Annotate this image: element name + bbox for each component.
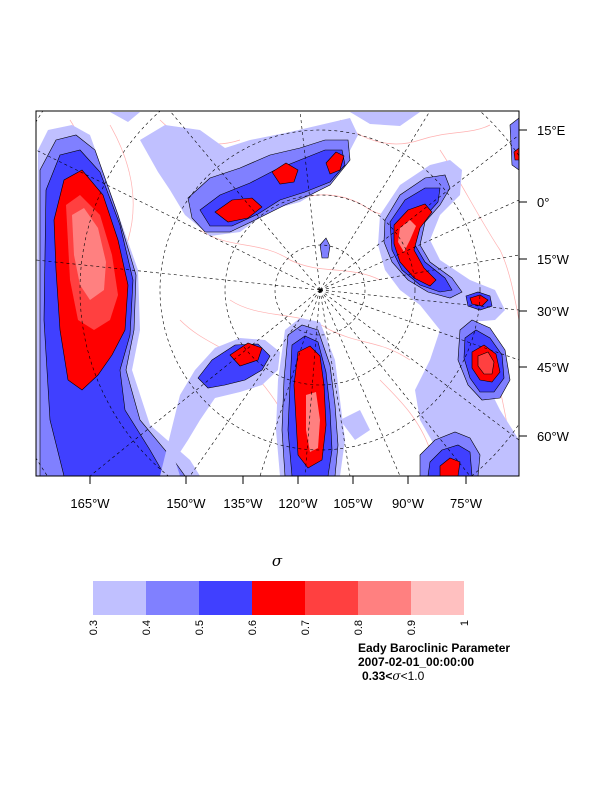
info-range-symbol: σ: [392, 669, 401, 683]
lon-label-105w: 105°W: [333, 496, 373, 511]
lat-label-0: 0°: [537, 195, 549, 210]
colorbar-tick-label: 0.5: [194, 620, 206, 635]
colorbar-tick-label: 0.4: [141, 620, 153, 635]
lon-label-150w: 150°W: [166, 496, 206, 511]
colorbar-ticks: 0.3 0.4 0.5 0.6 0.7 0.8 0.9 1: [88, 620, 471, 635]
colorbar-tick-label: 0.7: [300, 620, 312, 635]
colorbar-tick-label: 0.9: [406, 620, 418, 635]
map-frame: [35, 110, 520, 477]
colorbar-swatch: [146, 581, 199, 615]
lon-label-135w: 135°W: [223, 496, 263, 511]
info-range-high: <1.0: [400, 669, 425, 683]
lat-label-15e: 15°E: [537, 123, 566, 138]
info-datetime: 2007-02-01_00:00:00: [358, 655, 475, 669]
info-range: 0.33<σ<1.0: [358, 669, 510, 683]
colorbar-tick-label: 1: [459, 620, 471, 626]
lon-label-75w: 75°W: [450, 496, 483, 511]
lon-label-120w: 120°W: [278, 496, 318, 511]
lon-label-90w: 90°W: [392, 496, 425, 511]
colorbar-swatch: [252, 581, 305, 615]
lat-ticks: [519, 129, 527, 437]
colorbar-tick-label: 0.6: [247, 620, 259, 635]
colorbar-tick-label: 0.3: [88, 620, 100, 635]
eady-contours: [36, 112, 519, 476]
info-block: Eady Baroclinic Parameter 2007-02-01_00:…: [358, 641, 510, 683]
lon-ticks: [89, 476, 467, 484]
info-range-low: 0.33<: [362, 669, 393, 683]
graticule: [36, 111, 519, 476]
colorbar-swatch: [199, 581, 252, 615]
lat-label-30w: 30°W: [537, 304, 570, 319]
colorbar-swatch: [305, 581, 358, 615]
lat-label-45w: 45°W: [537, 360, 570, 375]
colorbar-swatch: [358, 581, 411, 615]
colorbar-symbol: σ: [272, 552, 283, 570]
colorbar-swatch: [411, 581, 464, 615]
lat-label-60w: 60°W: [537, 429, 570, 444]
colorbar: [93, 581, 464, 615]
lat-label-15w: 15°W: [537, 252, 570, 267]
colorbar-tick-label: 0.8: [353, 620, 365, 635]
colorbar-swatch: [93, 581, 146, 615]
info-title: Eady Baroclinic Parameter: [358, 641, 511, 655]
map-plot-area: [36, 111, 519, 476]
lon-label-165w: 165°W: [70, 496, 110, 511]
